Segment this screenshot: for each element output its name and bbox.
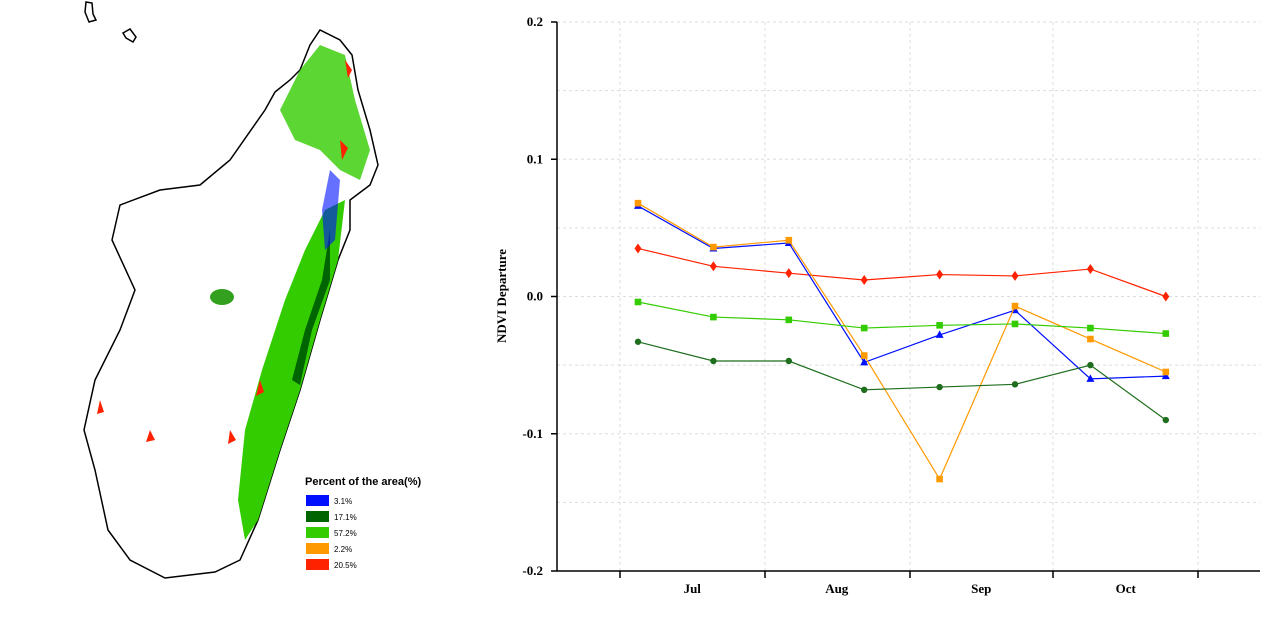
point [936,475,943,483]
x-tick-label: Sep [971,581,991,596]
forest-strip [238,200,345,540]
point [785,357,792,365]
point [1087,361,1094,369]
point [785,316,793,324]
legend-swatch [306,543,329,554]
point [709,261,717,272]
series-line [637,205,1166,380]
legend-swatch [306,511,329,522]
madagascar [83,29,379,579]
point [936,383,943,391]
point [935,330,944,338]
y-tick-label: 0.0 [527,289,543,304]
point [1011,381,1019,388]
legend-label: 57.2% [334,529,357,538]
blue-patches [322,170,340,250]
point [710,313,717,321]
series-line [637,202,1167,481]
point [634,243,642,254]
point [861,386,868,394]
legend: Percent of the area(%) 3.1% 17.1% 57.2% 2.2%… [305,476,421,570]
point [1011,302,1019,310]
point [785,236,793,244]
series-line [637,247,1167,298]
legend-swatch [306,527,329,538]
legend-swatch [306,559,329,570]
point [1011,270,1019,281]
dark-vegetation [292,230,330,385]
lake-area [210,289,234,305]
point [1087,324,1094,332]
point [1161,371,1170,380]
point [936,322,943,329]
point [1162,330,1170,337]
point [634,199,642,207]
legend-title: Percent of the area(%) [305,476,421,488]
point [785,268,793,279]
series-line [637,301,1166,335]
island [121,28,137,44]
legend-label: 17.1% [334,513,357,522]
y-tick-label: 0.2 [527,14,543,29]
point [1011,320,1019,328]
point [860,275,868,286]
series-line [637,341,1167,421]
point [634,298,642,306]
point [710,357,717,365]
point [1162,368,1170,376]
island [84,1,98,23]
point [860,352,868,359]
legend-label: 2.2% [334,545,352,554]
legend-label: 20.5% [334,561,357,570]
y-tick-label: -0.1 [522,426,543,441]
y-tick-label: -0.2 [522,563,543,578]
x-tick-label: Jul [684,581,702,596]
point [1086,374,1095,382]
point [936,269,944,280]
legend-swatch [306,495,329,506]
point [1086,264,1094,275]
x-tick-label: Aug [825,581,849,596]
x-tick-label: Oct [1116,581,1137,596]
y-tick-label: 0.1 [527,151,543,166]
chart: NDVI Departure -0.2 -0.1 0.0 0.1 0.2 Jul Aug Se… [494,14,1260,596]
y-axis-label: NDVI Departure [494,249,509,343]
point [1162,291,1170,302]
north-vegetation [280,45,370,180]
point [634,338,642,345]
legend-label: 3.1% [334,497,352,506]
point [860,324,868,332]
point [860,357,869,366]
point [1087,335,1094,343]
point [710,243,717,251]
map: Percent of the area(%) 3.1% 17.1% 57.2% 2.2%… [83,1,421,579]
point [1162,416,1170,424]
